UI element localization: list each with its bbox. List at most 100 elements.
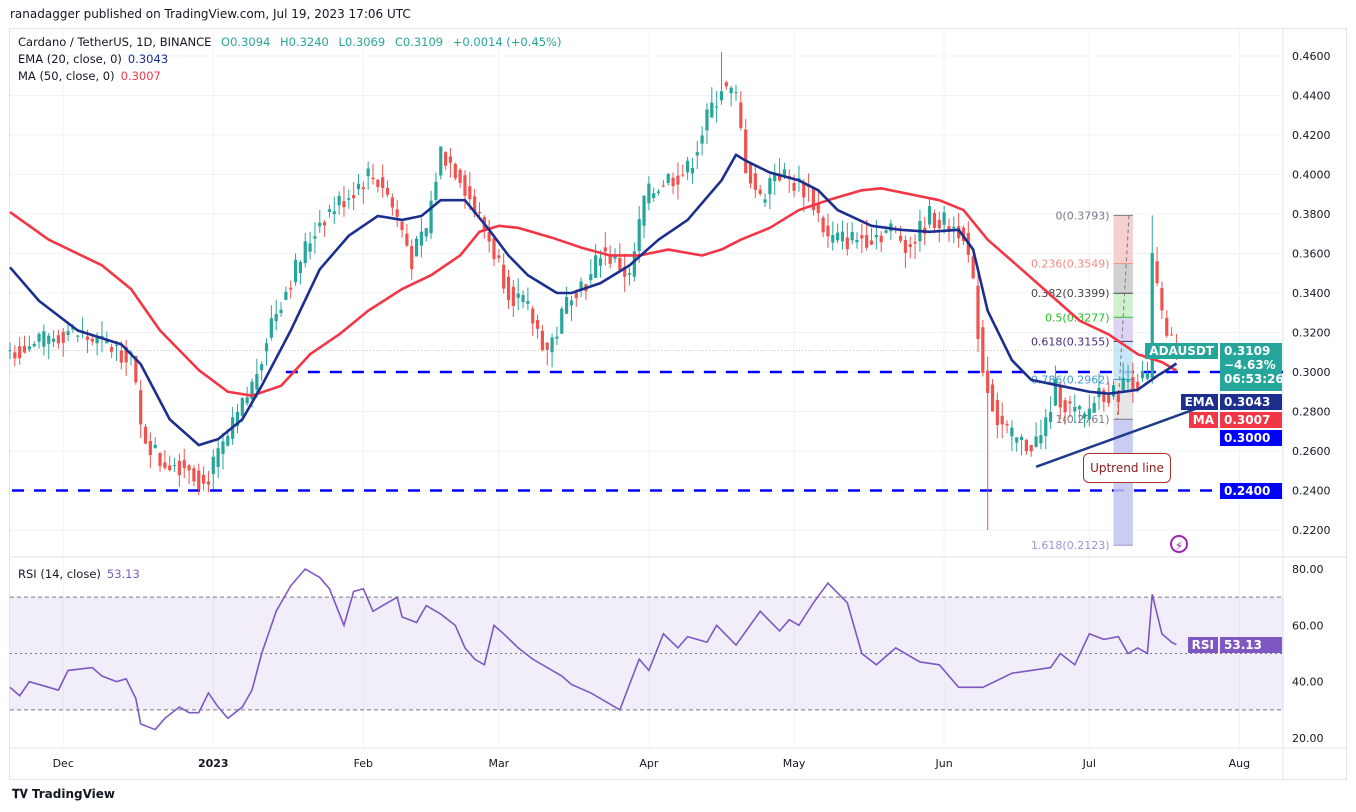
candle-body bbox=[163, 462, 167, 468]
candle-body bbox=[729, 87, 733, 94]
candle bbox=[589, 259, 593, 285]
candle-body bbox=[356, 183, 361, 190]
candle bbox=[579, 277, 583, 298]
candle bbox=[724, 80, 728, 90]
candle-body bbox=[753, 173, 757, 190]
candle bbox=[1116, 389, 1120, 415]
time-tick-label: Feb bbox=[354, 757, 373, 770]
candle-body bbox=[1000, 415, 1004, 425]
ema-legend[interactable]: EMA (20, close, 0) 0.3043 bbox=[18, 52, 174, 66]
candle bbox=[318, 210, 322, 233]
candle bbox=[671, 172, 675, 195]
candle bbox=[463, 170, 467, 209]
candle-body bbox=[690, 167, 695, 174]
time-tick-label: Jun bbox=[935, 757, 953, 770]
candle bbox=[293, 253, 298, 286]
candle-body bbox=[439, 146, 443, 176]
candle-body bbox=[90, 338, 94, 342]
candle-body bbox=[661, 185, 665, 187]
publisher-caption: ranadagger published on TradingView.com,… bbox=[10, 7, 411, 21]
candle-body bbox=[85, 336, 90, 340]
candle bbox=[163, 449, 167, 471]
candle bbox=[836, 223, 840, 244]
candle bbox=[405, 223, 409, 248]
candle-body bbox=[139, 390, 143, 425]
candle bbox=[1145, 361, 1149, 381]
candle-body bbox=[477, 211, 482, 214]
candle bbox=[211, 449, 215, 490]
candle bbox=[497, 249, 501, 263]
candle-body bbox=[42, 331, 46, 347]
candle-body bbox=[95, 336, 99, 344]
time-tick-label: May bbox=[783, 757, 806, 770]
candle-body bbox=[1150, 252, 1154, 378]
candle bbox=[763, 193, 767, 207]
ma-legend[interactable]: MA (50, close, 0) 0.3007 bbox=[18, 69, 167, 83]
candle-body bbox=[289, 287, 293, 290]
candle bbox=[410, 239, 414, 280]
candle-body bbox=[376, 179, 380, 188]
candle bbox=[1024, 438, 1028, 455]
candle-body bbox=[1034, 436, 1038, 447]
candle-body bbox=[56, 335, 60, 344]
candle bbox=[27, 335, 31, 352]
candle bbox=[56, 329, 60, 349]
candle bbox=[1140, 360, 1145, 382]
candle-body bbox=[22, 346, 27, 353]
candle bbox=[555, 326, 559, 345]
candle-body bbox=[385, 187, 390, 195]
candle bbox=[526, 287, 530, 311]
time-tick-label: Aug bbox=[1229, 757, 1250, 770]
candle-body bbox=[594, 255, 598, 278]
candle-body bbox=[105, 340, 109, 344]
fib-band bbox=[1113, 293, 1133, 318]
candle-body bbox=[37, 333, 41, 342]
candle-body bbox=[47, 335, 51, 344]
candle-body bbox=[666, 174, 670, 183]
candle-body bbox=[1015, 437, 1019, 443]
candle-body bbox=[400, 221, 404, 231]
lightning-icon[interactable]: ⚡ bbox=[1170, 535, 1188, 553]
candle-body bbox=[647, 183, 651, 204]
candle bbox=[81, 317, 85, 339]
candle-body bbox=[1145, 373, 1149, 379]
candle bbox=[347, 189, 351, 209]
candle-body bbox=[1165, 318, 1169, 336]
candle bbox=[516, 278, 520, 311]
fib-level-label: 0.382(0.3399) bbox=[1031, 287, 1110, 300]
candle bbox=[269, 305, 273, 341]
candle-body bbox=[1155, 261, 1159, 284]
candle bbox=[197, 463, 201, 496]
rsi-legend[interactable]: RSI (14, close) 53.13 bbox=[18, 567, 146, 581]
candle-body bbox=[758, 189, 762, 194]
uptrend-annotation[interactable]: Uptrend line bbox=[1083, 453, 1171, 483]
candle-body bbox=[1082, 413, 1087, 419]
candle bbox=[521, 290, 525, 309]
candle bbox=[376, 179, 380, 193]
candle-body bbox=[816, 203, 820, 214]
candle bbox=[327, 204, 332, 218]
candle-body bbox=[710, 102, 714, 118]
level-0-24-badge: 0.2400 bbox=[1220, 483, 1282, 499]
candle bbox=[352, 182, 356, 210]
candle-body bbox=[32, 343, 36, 347]
candle-body bbox=[811, 188, 816, 211]
candle-body bbox=[957, 226, 961, 239]
candle-body bbox=[869, 240, 874, 245]
candle bbox=[666, 172, 670, 186]
candle bbox=[1034, 422, 1038, 448]
candle-body bbox=[405, 233, 409, 246]
fib-level-label: 0.786(0.2962) bbox=[1031, 374, 1110, 387]
candle bbox=[366, 161, 370, 190]
time-tick-label: Jul bbox=[1082, 757, 1096, 770]
candle-body bbox=[540, 330, 544, 351]
last-price: 0.3109 bbox=[1224, 344, 1271, 358]
candle-body bbox=[182, 460, 186, 469]
candle-body bbox=[255, 373, 259, 390]
candle-body bbox=[332, 211, 336, 215]
ma50-line bbox=[9, 187, 1178, 398]
tradingview-logo[interactable]: 𝐓𝐕 TradingView bbox=[12, 787, 115, 802]
candle bbox=[986, 356, 990, 530]
ma-axis-tag: MA bbox=[1188, 412, 1218, 428]
